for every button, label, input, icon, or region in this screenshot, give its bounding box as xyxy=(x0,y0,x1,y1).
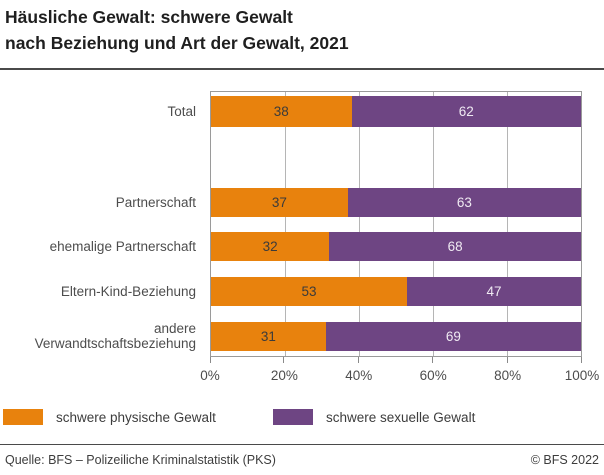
chart-title: Häusliche Gewalt: schwere Gewalt nach Be… xyxy=(5,4,349,56)
bar-segment-physical: 31 xyxy=(211,322,326,351)
legend-item-physical: schwere physische Gewalt xyxy=(3,408,216,426)
gridline-20 xyxy=(285,92,286,356)
chart-title-line2: nach Beziehung und Art der Gewalt, 2021 xyxy=(5,33,349,53)
bar-segment-sexual: 68 xyxy=(329,232,581,261)
category-label: Eltern-Kind-Beziehung xyxy=(60,284,196,299)
bar-row: 32 68 xyxy=(211,232,581,261)
x-axis-labels: 0% 20% 40% 60% 80% 100% xyxy=(200,368,599,384)
tick-mark xyxy=(210,357,211,363)
bar-segment-physical: 32 xyxy=(211,232,330,261)
legend-swatch-physical xyxy=(3,409,43,425)
x-tick-label: 0% xyxy=(200,368,220,383)
title-divider xyxy=(0,68,604,70)
bar-row: 38 62 xyxy=(211,96,581,127)
gridline-80 xyxy=(507,92,508,356)
chart-title-line1: Häusliche Gewalt: schwere Gewalt xyxy=(5,7,293,27)
x-tick-label: 20% xyxy=(270,368,298,383)
x-tick-label: 80% xyxy=(494,368,522,383)
bar-value-label: 38 xyxy=(273,104,289,119)
category-label: ehemalige Partnerschaft xyxy=(49,239,196,254)
tick-mark xyxy=(357,357,359,363)
legend-swatch-sexual xyxy=(273,409,313,425)
gridline-40 xyxy=(359,92,360,356)
bar-segment-sexual: 69 xyxy=(325,322,581,351)
bar-value-label: 69 xyxy=(445,329,461,344)
bar-value-label: 31 xyxy=(260,329,276,344)
x-axis-ticks xyxy=(210,357,582,363)
x-tick-label: 100% xyxy=(564,368,600,383)
bar-row: 53 47 xyxy=(211,277,581,306)
bar-segment-physical: 37 xyxy=(211,188,348,217)
x-tick-label: 60% xyxy=(419,368,447,383)
legend-item-sexual: schwere sexuelle Gewalt xyxy=(273,408,475,426)
tick-mark xyxy=(506,357,508,363)
tick-mark xyxy=(581,357,582,363)
bar-segment-sexual: 63 xyxy=(347,188,581,217)
bar-value-label: 32 xyxy=(262,239,278,254)
bar-value-label: 37 xyxy=(271,195,287,210)
bar-segment-physical: 53 xyxy=(211,277,408,306)
bar-value-label: 63 xyxy=(456,195,472,210)
category-label: andere Verwandtschaftsbeziehung xyxy=(34,320,196,351)
legend-label: schwere sexuelle Gewalt xyxy=(326,409,476,425)
bar-row: 31 69 xyxy=(211,322,581,351)
footer-divider xyxy=(0,444,604,445)
bar-segment-physical: 38 xyxy=(211,96,352,127)
legend-label: schwere physische Gewalt xyxy=(56,409,216,425)
bar-value-label: 53 xyxy=(301,284,317,299)
gridline-60 xyxy=(433,92,434,356)
category-axis: Total Partnerschaft ehemalige Partnersch… xyxy=(0,91,196,357)
category-label: Total xyxy=(167,104,196,119)
copyright-note: © BFS 2022 xyxy=(530,453,599,467)
category-label: Partnerschaft xyxy=(115,195,196,210)
tick-mark xyxy=(432,357,434,363)
plot-area: 38 62 37 63 32 68 53 47 31 6 xyxy=(210,91,582,357)
bar-value-label: 47 xyxy=(486,284,502,299)
tick-mark xyxy=(283,357,285,363)
bar-row: 37 63 xyxy=(211,188,581,217)
x-tick-label: 40% xyxy=(345,368,373,383)
bar-segment-sexual: 62 xyxy=(351,96,581,127)
bar-segment-sexual: 47 xyxy=(407,277,581,306)
bar-value-label: 62 xyxy=(458,104,474,119)
source-note: Quelle: BFS – Polizeiliche Kriminalstati… xyxy=(5,453,276,467)
bar-value-label: 68 xyxy=(447,239,463,254)
